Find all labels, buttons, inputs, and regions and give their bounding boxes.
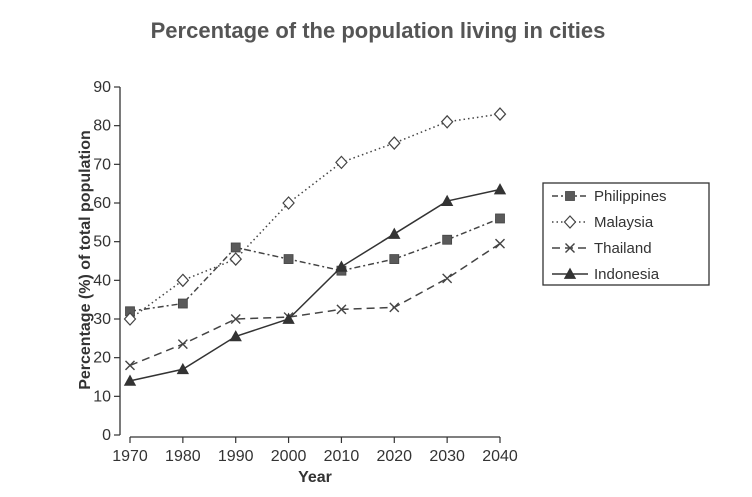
data-point-indonesia bbox=[123, 374, 137, 386]
data-point-indonesia bbox=[282, 312, 295, 324]
data-point-indonesia bbox=[335, 260, 348, 272]
data-point-indonesia bbox=[176, 362, 190, 375]
legend-label-philippines: Philippines bbox=[594, 188, 667, 205]
data-point-malaysia bbox=[387, 136, 401, 150]
legend: Philippines Malaysia Thailand Indonesia bbox=[542, 182, 710, 286]
data-point-thailand bbox=[177, 339, 188, 350]
series-line-philippines bbox=[129, 217, 501, 313]
data-point-philippines bbox=[230, 242, 241, 253]
y-tick-label: 70 bbox=[93, 156, 111, 173]
legend-item-malaysia: Malaysia bbox=[552, 214, 654, 231]
x-tick-label: 1970 bbox=[112, 448, 148, 465]
series-philippines bbox=[125, 213, 505, 317]
data-point-thailand bbox=[125, 360, 135, 371]
x-axis-title: Year bbox=[298, 469, 332, 486]
y-tick-label: 60 bbox=[93, 195, 111, 212]
y-axis-title: Percentage (%) of total population bbox=[77, 130, 94, 390]
x-tick-label: 2020 bbox=[376, 448, 412, 465]
series-indonesia bbox=[123, 183, 507, 386]
data-point-philippines bbox=[495, 213, 505, 224]
legend-label-thailand: Thailand bbox=[594, 240, 652, 257]
x-tick-label: 2000 bbox=[271, 448, 307, 465]
y-tick-label: 90 bbox=[93, 79, 111, 96]
data-point-thailand bbox=[495, 238, 505, 249]
chart-title: Percentage of the population living in c… bbox=[151, 18, 606, 43]
x-tick-label: 1990 bbox=[218, 448, 254, 465]
data-point-thailand bbox=[230, 314, 241, 324]
data-point-malaysia bbox=[282, 196, 295, 210]
y-tick-label: 40 bbox=[93, 272, 111, 289]
data-point-philippines bbox=[283, 254, 294, 264]
x-tick-label: 2040 bbox=[482, 448, 518, 465]
series-line-indonesia bbox=[129, 188, 501, 382]
data-point-indonesia bbox=[229, 330, 242, 342]
data-point-indonesia bbox=[440, 194, 454, 206]
data-point-malaysia bbox=[176, 273, 190, 288]
data-point-philippines bbox=[442, 234, 453, 245]
data-point-indonesia bbox=[388, 227, 401, 239]
series-line-thailand bbox=[129, 242, 501, 367]
legend-marker-philippines bbox=[565, 191, 575, 201]
data-point-malaysia bbox=[335, 155, 348, 170]
series-line-malaysia bbox=[129, 113, 501, 320]
x-tick-label: 2010 bbox=[324, 448, 360, 465]
legend-marker-thailand bbox=[565, 243, 575, 253]
y-tick-label: 80 bbox=[93, 118, 111, 135]
legend-marker-indonesia bbox=[563, 267, 577, 279]
data-point-malaysia bbox=[440, 114, 454, 129]
data-point-philippines bbox=[389, 254, 400, 264]
data-point-indonesia bbox=[493, 183, 507, 195]
y-tick-label: 50 bbox=[93, 234, 111, 251]
legend-item-philippines: Philippines bbox=[552, 188, 667, 205]
data-point-malaysia bbox=[229, 252, 243, 266]
legend-label-malaysia: Malaysia bbox=[594, 214, 654, 231]
series-layer bbox=[123, 107, 507, 386]
x-tick-label: 2030 bbox=[429, 448, 465, 465]
data-point-thailand bbox=[389, 302, 400, 313]
legend-item-thailand: Thailand bbox=[552, 240, 652, 257]
y-tick-label: 10 bbox=[93, 388, 111, 405]
series-malaysia bbox=[123, 107, 507, 326]
y-tick-label: 20 bbox=[93, 350, 111, 367]
x-tick-label: 1980 bbox=[165, 448, 201, 465]
y-tick-label: 30 bbox=[93, 311, 111, 328]
data-point-thailand bbox=[336, 304, 347, 315]
data-point-malaysia bbox=[493, 107, 507, 121]
y-tick-label: 0 bbox=[102, 427, 111, 444]
data-point-philippines bbox=[177, 298, 188, 309]
data-point-malaysia bbox=[123, 312, 137, 326]
series-thailand bbox=[125, 238, 505, 371]
legend-marker-malaysia bbox=[563, 215, 577, 229]
legend-item-indonesia: Indonesia bbox=[552, 266, 660, 283]
legend-label-indonesia: Indonesia bbox=[594, 266, 660, 283]
data-point-thailand bbox=[442, 273, 453, 284]
